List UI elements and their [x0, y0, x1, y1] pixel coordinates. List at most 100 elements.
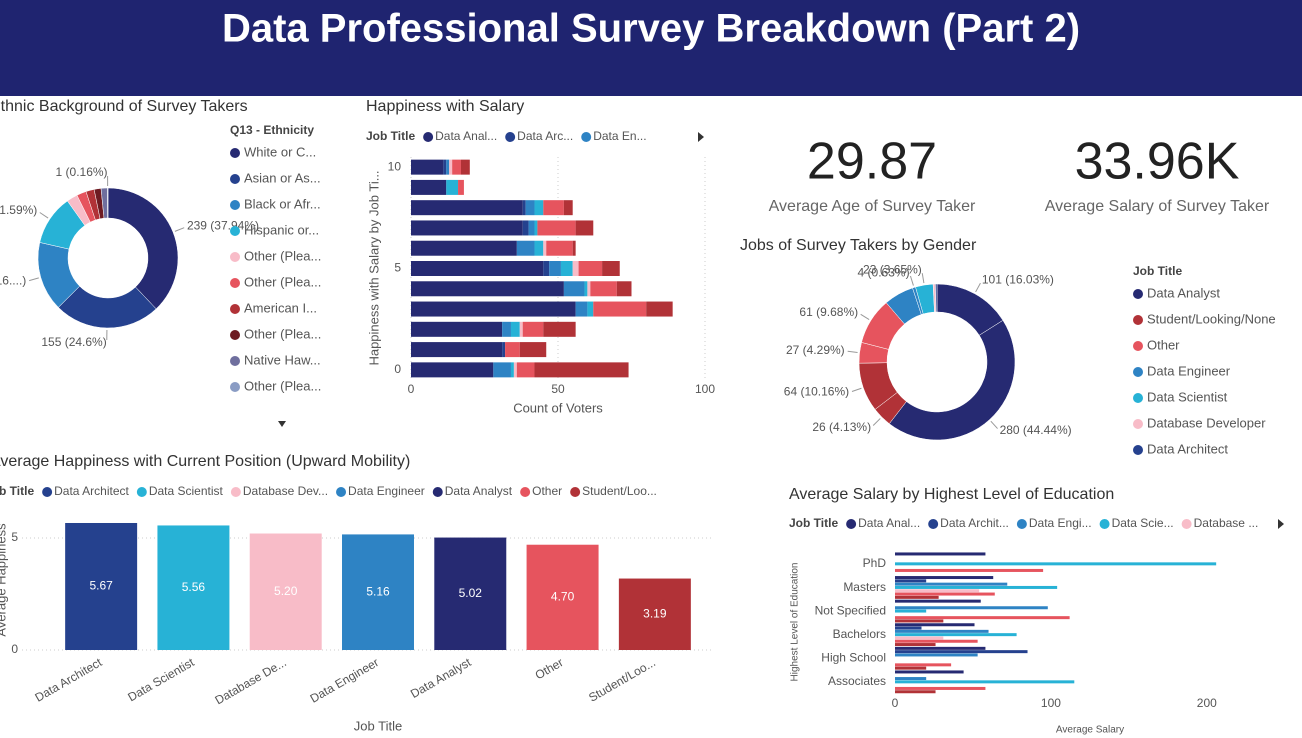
legend-label: Black or Afr...	[244, 196, 321, 211]
bar	[895, 639, 978, 643]
donut-slice	[935, 283, 938, 313]
chart-title: Average Happiness with Current Position …	[0, 453, 410, 470]
bar-segment	[578, 261, 603, 276]
scroll-arrow[interactable]	[278, 421, 286, 427]
legend-label: Data Archit...	[940, 516, 1009, 530]
leader-line	[860, 313, 870, 321]
bar-segment	[522, 200, 526, 216]
legend-label: Database ...	[1194, 516, 1259, 530]
legend-swatch	[1181, 519, 1192, 529]
bar-segment	[563, 281, 585, 297]
y-tick-label: Not Specified	[815, 603, 886, 617]
kpi-value: 29.87	[807, 133, 937, 191]
legend-swatch	[230, 148, 240, 158]
legend-swatch	[230, 487, 241, 497]
x-tick-label: Other	[533, 655, 566, 682]
legend-arrow[interactable]	[1278, 519, 1284, 529]
bar	[895, 653, 978, 657]
bar-segment	[534, 220, 538, 236]
bar	[895, 680, 1075, 684]
bar	[895, 643, 936, 647]
legend-label: Data Anal...	[858, 516, 920, 530]
data-label: 73 (11.59%)	[0, 203, 37, 217]
legend-swatch	[432, 487, 443, 497]
data-label: 5.67	[89, 579, 113, 593]
bar-segment	[528, 220, 535, 236]
leader-line	[851, 387, 862, 392]
data-label: 61 (9.68%)	[799, 305, 858, 319]
y-tick-label: Associates	[828, 674, 886, 688]
y-tick-label: 0	[11, 642, 18, 656]
bar	[895, 595, 939, 599]
legend-title: Q13 - Ethnicity	[230, 123, 314, 137]
bar-segment	[493, 362, 511, 378]
donut-slice	[107, 187, 109, 219]
bar-segment	[549, 261, 561, 276]
bar-segment	[411, 240, 517, 256]
bar-segment	[593, 301, 647, 317]
x-tick-label: Data Analyst	[408, 655, 474, 701]
x-tick-label: 0	[892, 696, 899, 710]
leader-line	[990, 420, 998, 429]
legend-label: Data Scie...	[1112, 516, 1174, 530]
header-band	[0, 0, 1302, 96]
legend-swatch	[230, 382, 240, 392]
legend-swatch	[1133, 393, 1143, 403]
bar-segment	[449, 159, 453, 175]
y-tick-label: High School	[821, 651, 886, 665]
legend-label: Other	[1147, 337, 1180, 352]
legend-swatch	[42, 487, 53, 497]
legend-swatch	[230, 252, 240, 262]
legend-swatch	[1133, 445, 1143, 455]
data-label: 64 (10.16%)	[784, 385, 849, 399]
legend-label: American I...	[244, 300, 317, 315]
leader-line	[39, 212, 49, 219]
legend-label: Data Anal...	[435, 129, 497, 143]
bar	[342, 534, 414, 650]
data-label: 1 (0.16%)	[56, 165, 108, 179]
x-tick-label: Data Scientist	[125, 655, 197, 704]
bar	[895, 585, 1058, 589]
data-label: 4.70	[551, 590, 575, 604]
legend-swatch	[1133, 419, 1143, 429]
leader-line	[847, 350, 858, 353]
y-tick-label: Masters	[843, 580, 886, 594]
data-label: 239 (37.94%)	[187, 219, 259, 233]
bar-segment	[513, 362, 517, 378]
leader-line	[29, 277, 39, 282]
data-label: 101 (16....)	[0, 274, 26, 288]
bar-segment	[546, 240, 573, 256]
bar	[434, 537, 507, 650]
bar-segment	[446, 159, 450, 175]
legend-label: Asian or As...	[244, 170, 321, 185]
bar-segment	[534, 362, 629, 378]
bar-segment	[411, 159, 444, 175]
legend-arrow[interactable]	[698, 132, 704, 142]
data-label: 5.16	[366, 584, 390, 598]
x-tick-label: Database De...	[212, 655, 288, 707]
y-axis-label: Highest Level of Education	[790, 563, 801, 682]
bar-segment	[516, 240, 535, 256]
bar-segment	[646, 301, 673, 317]
bar	[157, 525, 230, 650]
bar	[895, 670, 964, 674]
legend-swatch	[230, 278, 240, 288]
bar	[895, 592, 995, 596]
legend-title: Job Title	[789, 516, 838, 530]
bar-segment	[537, 220, 576, 236]
bar	[895, 666, 927, 670]
bar	[895, 629, 989, 633]
bar	[895, 623, 975, 627]
donut-slice	[888, 319, 1016, 441]
bar-segment	[460, 159, 470, 175]
bar	[895, 616, 1070, 620]
legend-label: Data Engi...	[1029, 516, 1092, 530]
x-tick-label: Student/Loo...	[586, 655, 658, 704]
bar-segment	[563, 200, 573, 216]
legend-label: Database Dev...	[243, 484, 328, 498]
bar	[895, 576, 994, 580]
bar-segment	[543, 200, 564, 216]
chart-title: Happiness with Salary	[366, 98, 524, 115]
legend-swatch	[423, 132, 434, 142]
